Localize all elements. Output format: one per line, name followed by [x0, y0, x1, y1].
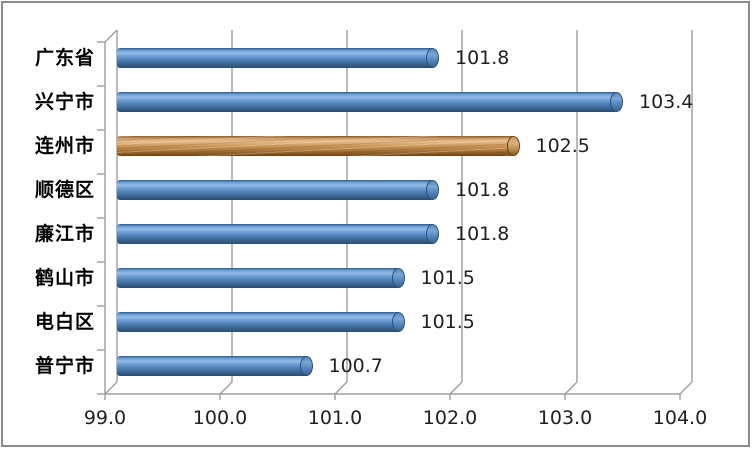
bar-blue [117, 180, 433, 200]
bar-blue [117, 268, 398, 288]
x-axis-tick-label: 102.0 [422, 407, 478, 429]
bar-blue [117, 92, 617, 112]
bar-data-label: 100.7 [328, 355, 383, 377]
bar-blue [117, 48, 433, 68]
bar-end-cap [610, 92, 623, 112]
category-label: 鹤山市 [34, 267, 95, 289]
category-label: 广东省 [34, 47, 95, 69]
bar-end-cap [426, 48, 439, 68]
category-label: 顺德区 [34, 179, 95, 201]
x-axis-tick-label: 101.0 [307, 407, 363, 429]
x-axis-tick-label: 99.0 [83, 407, 127, 429]
bar-wood [117, 136, 513, 156]
bar-end-cap [506, 136, 520, 156]
category-label: 连州市 [34, 135, 95, 157]
bar-data-label: 101.8 [455, 179, 510, 201]
bar-end-cap [299, 356, 313, 376]
bar-data-label: 103.4 [639, 91, 694, 113]
bar-data-label: 102.5 [535, 135, 590, 157]
x-axis-tick-label: 103.0 [537, 407, 593, 429]
bar-end-cap [426, 180, 439, 200]
bar-end-cap [426, 224, 439, 244]
category-label: 电白区 [34, 311, 95, 333]
bar-blue [117, 312, 398, 332]
bar-data-label: 101.8 [455, 223, 510, 245]
x-axis-tick-label: 104.0 [652, 407, 708, 429]
bar-data-label: 101.8 [455, 47, 510, 69]
category-label: 廉江市 [34, 223, 95, 245]
bar-data-label: 101.5 [420, 311, 475, 333]
bar-blue [117, 356, 306, 376]
x-axis-tick-label: 100.0 [192, 407, 248, 429]
bar-blue [117, 224, 433, 244]
bar-end-cap [391, 268, 405, 288]
category-label: 普宁市 [34, 355, 95, 377]
category-label: 兴宁市 [34, 91, 95, 113]
bar-end-cap [391, 312, 405, 332]
bar-data-label: 101.5 [420, 267, 475, 289]
